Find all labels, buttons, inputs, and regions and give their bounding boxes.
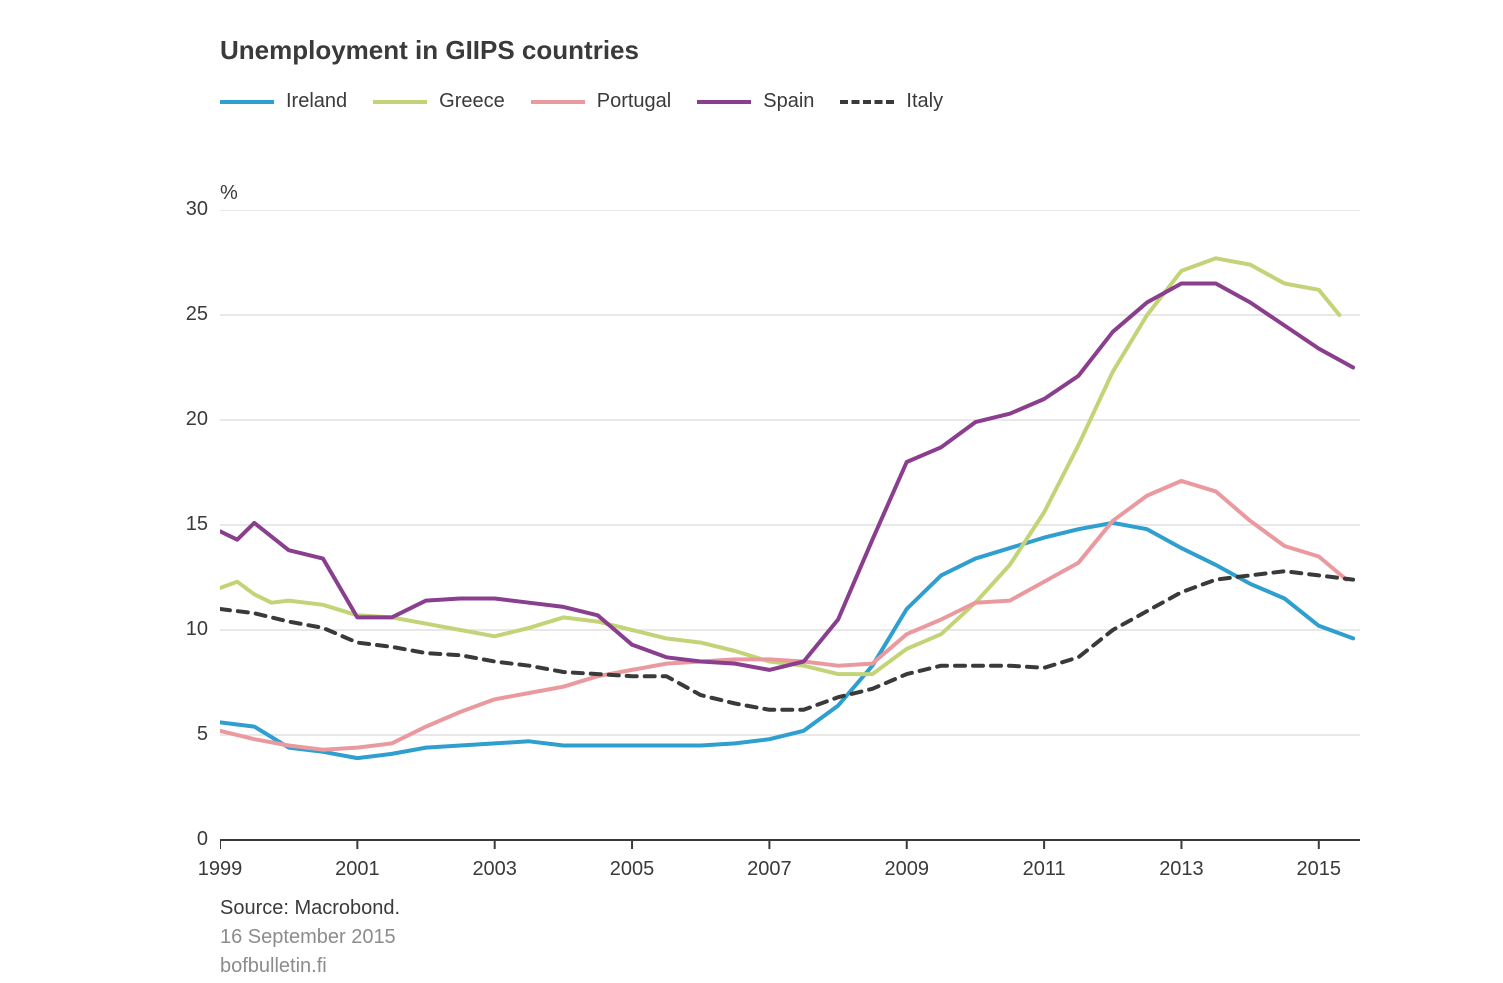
legend-swatch <box>531 100 585 104</box>
series-italy <box>220 571 1353 710</box>
y-tick-label: 25 <box>160 303 208 326</box>
site-stamp: bofbulletin.fi <box>220 952 400 981</box>
legend-item-ireland: Ireland <box>220 90 347 113</box>
y-tick-label: 10 <box>160 618 208 641</box>
legend-label: Portugal <box>597 90 672 113</box>
x-tick-label: 2015 <box>1297 858 1342 881</box>
y-tick-label: 0 <box>160 828 208 851</box>
x-tick-label: 2013 <box>1159 858 1204 881</box>
x-tick-label: 2001 <box>335 858 380 881</box>
legend-item-portugal: Portugal <box>531 90 672 113</box>
legend-swatch <box>220 100 274 104</box>
series-spain <box>220 284 1353 670</box>
y-tick-label: 30 <box>160 198 208 221</box>
legend-swatch <box>840 100 894 104</box>
y-tick-label: 5 <box>160 723 208 746</box>
date-stamp: 16 September 2015 <box>220 923 400 952</box>
x-tick-label: 2011 <box>1023 858 1066 881</box>
source-text: Source: Macrobond. <box>220 894 400 923</box>
y-axis-label: % <box>220 182 238 205</box>
y-tick-label: 15 <box>160 513 208 536</box>
x-tick-label: 2005 <box>610 858 655 881</box>
series-ireland <box>220 523 1353 758</box>
x-tick-label: 2009 <box>884 858 929 881</box>
series-greece <box>220 258 1339 674</box>
x-tick-label: 2003 <box>472 858 517 881</box>
chart-title: Unemployment in GIIPS countries <box>220 35 639 66</box>
legend-item-spain: Spain <box>697 90 814 113</box>
legend-swatch <box>373 100 427 104</box>
legend-item-greece: Greece <box>373 90 505 113</box>
plot-area <box>220 210 1360 852</box>
x-tick-label: 1999 <box>198 858 243 881</box>
legend: Ireland Greece Portugal Spain Italy <box>220 90 943 113</box>
legend-label: Greece <box>439 90 505 113</box>
footer-notes: Source: Macrobond.16 September 2015bofbu… <box>220 894 400 981</box>
legend-label: Spain <box>763 90 814 113</box>
x-tick-label: 2007 <box>747 858 792 881</box>
legend-label: Ireland <box>286 90 347 113</box>
legend-swatch <box>697 100 751 104</box>
legend-label: Italy <box>906 90 943 113</box>
y-tick-label: 20 <box>160 408 208 431</box>
legend-item-italy: Italy <box>840 90 943 113</box>
